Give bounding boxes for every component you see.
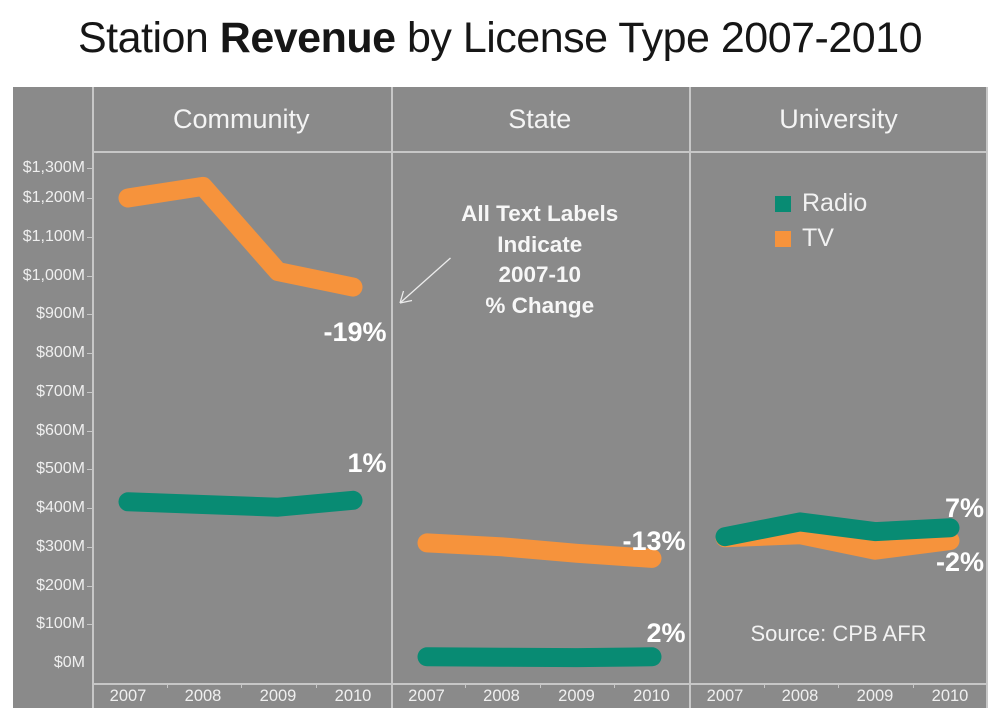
series-line-tv[interactable] bbox=[417, 533, 661, 568]
y-axis-tick-label: $100M bbox=[36, 615, 85, 633]
series-line-radio[interactable] bbox=[417, 647, 661, 668]
pct-change-label-tv: -19% bbox=[323, 317, 386, 347]
y-axis-tick-mark bbox=[87, 275, 92, 277]
x-axis-year-label: 2009 bbox=[259, 687, 297, 705]
y-axis-tick-label: $300M bbox=[36, 537, 85, 555]
y-axis-tick-label: $400M bbox=[36, 499, 85, 516]
panel-header-community: Community bbox=[172, 103, 310, 134]
pct-change-label-radio: 7% bbox=[945, 493, 984, 523]
y-axis-tick-label: $1,300M bbox=[22, 159, 85, 176]
y-axis-tick-mark bbox=[87, 624, 92, 626]
x-axis-year-label: 2009 bbox=[856, 687, 894, 705]
x-axis-tick-mark bbox=[614, 683, 616, 688]
page-title: Station Revenue by License Type 2007-201… bbox=[0, 14, 1000, 78]
x-axis-tick-mark bbox=[912, 683, 914, 688]
panel-plot-university: -2% 7% bbox=[715, 493, 984, 577]
legend-item-radio[interactable]: Radio bbox=[775, 190, 867, 217]
legend-label-radio: Radio bbox=[802, 189, 868, 217]
y-axis-tick-label: $0M bbox=[53, 654, 85, 671]
page-title-bold: Revenue bbox=[219, 14, 396, 62]
y-axis-tick-mark bbox=[87, 430, 92, 432]
y-axis-tick-mark bbox=[87, 546, 92, 548]
x-axis-year-label: 2008 bbox=[781, 687, 819, 705]
annotation-text-line: 2007-10 bbox=[498, 262, 582, 287]
y-axis-tick-mark bbox=[87, 469, 92, 471]
y-axis-tick-label: $500M bbox=[36, 460, 85, 478]
x-axis-tick-mark bbox=[166, 683, 168, 688]
page-title-post: by License Type 2007-2010 bbox=[395, 14, 923, 62]
source-note: Source: CPB AFR bbox=[750, 621, 927, 646]
x-axis-tick-mark bbox=[465, 683, 467, 688]
x-axis-year-label: 2008 bbox=[483, 687, 520, 705]
panel-header-state: State bbox=[508, 103, 572, 134]
series-line-radio[interactable] bbox=[118, 490, 363, 517]
panel-header-university: University bbox=[779, 103, 898, 134]
y-axis-tick-mark bbox=[87, 391, 92, 393]
x-axis-year-label: 2010 bbox=[931, 687, 969, 705]
x-axis-year-label: 2007 bbox=[408, 687, 445, 705]
x-axis-band-state: 2007 2008 2009 2010 bbox=[391, 683, 690, 708]
annotation-text-line: All Text Labels bbox=[461, 201, 619, 226]
x-axis-year-label: 2010 bbox=[633, 687, 670, 705]
y-axis-tick-mark bbox=[87, 508, 92, 509]
pct-change-label-radio: 1% bbox=[347, 448, 386, 478]
x-axis-year-label: 2007 bbox=[109, 687, 147, 705]
x-axis-year-label: 2010 bbox=[334, 687, 372, 705]
y-axis-tick-mark bbox=[87, 198, 92, 199]
annotation-text-line: Indicate bbox=[497, 231, 583, 257]
y-axis-tick-label: $700M bbox=[36, 382, 85, 400]
panel-plot-state: -13% 2% bbox=[398, 257, 685, 668]
y-axis-tick-label: $800M bbox=[36, 344, 85, 361]
pct-change-label-tv: -2% bbox=[936, 547, 984, 577]
x-axis-year-label: 2009 bbox=[558, 687, 595, 705]
y-axis-tick-mark bbox=[87, 353, 92, 354]
pct-change-label-radio: 2% bbox=[646, 618, 685, 648]
page-title-pre: Station bbox=[77, 14, 220, 62]
annotation: All Text Labels Indicate 2007-10 % Change bbox=[391, 199, 690, 321]
panel-divider-community-state bbox=[390, 87, 393, 708]
chart-right-border bbox=[986, 87, 988, 708]
axis-panel-divider bbox=[92, 87, 94, 708]
y-axis-tick-label: $1,200M bbox=[22, 189, 85, 206]
legend-item-tv[interactable]: TV bbox=[775, 225, 867, 252]
legend-swatch-tv bbox=[775, 230, 791, 247]
legend-label-tv: TV bbox=[802, 224, 834, 252]
x-axis-tick-mark bbox=[838, 683, 840, 688]
y-axis-tick-label: $1,000M bbox=[22, 266, 85, 284]
panel-plot-community: -19% 1% bbox=[118, 176, 387, 517]
x-axis-band-university: 2007 2008 2009 2010 bbox=[689, 683, 988, 708]
x-axis-year-label: 2008 bbox=[184, 687, 222, 705]
y-axis-tick-label: $600M bbox=[36, 421, 85, 439]
legend-swatch-radio bbox=[775, 195, 791, 212]
y-axis-tick-mark bbox=[87, 236, 92, 238]
series-line-radio[interactable] bbox=[715, 512, 960, 547]
x-axis-tick-mark bbox=[315, 683, 317, 688]
x-axis-tick-mark bbox=[763, 683, 765, 688]
pct-change-label-tv: -13% bbox=[622, 526, 685, 556]
y-axis-tick-label: $1,100M bbox=[22, 227, 85, 245]
x-axis-tick-mark bbox=[539, 683, 541, 688]
annotation-text-line: % Change bbox=[485, 292, 595, 318]
y-axis-tick-mark bbox=[87, 314, 92, 316]
annotation-arrow bbox=[398, 257, 451, 304]
header-bottom-rule bbox=[92, 151, 988, 153]
y-axis-tick-mark bbox=[87, 585, 92, 587]
x-axis-year-label: 2007 bbox=[706, 687, 744, 705]
legend: Radio TV bbox=[775, 190, 867, 252]
chart-region: Community State University $1,300M $1,200M $1… bbox=[13, 87, 988, 708]
x-axis-tick-mark bbox=[241, 683, 243, 688]
series-line-tv[interactable] bbox=[118, 176, 363, 297]
panel-divider-state-university bbox=[689, 87, 691, 708]
y-axis-tick-mark bbox=[87, 168, 92, 169]
x-axis-band-community: 2007 2008 2009 2010 bbox=[92, 683, 391, 708]
y-axis-tick-label: $200M bbox=[36, 576, 85, 594]
y-axis-tick-label: $900M bbox=[36, 305, 85, 323]
